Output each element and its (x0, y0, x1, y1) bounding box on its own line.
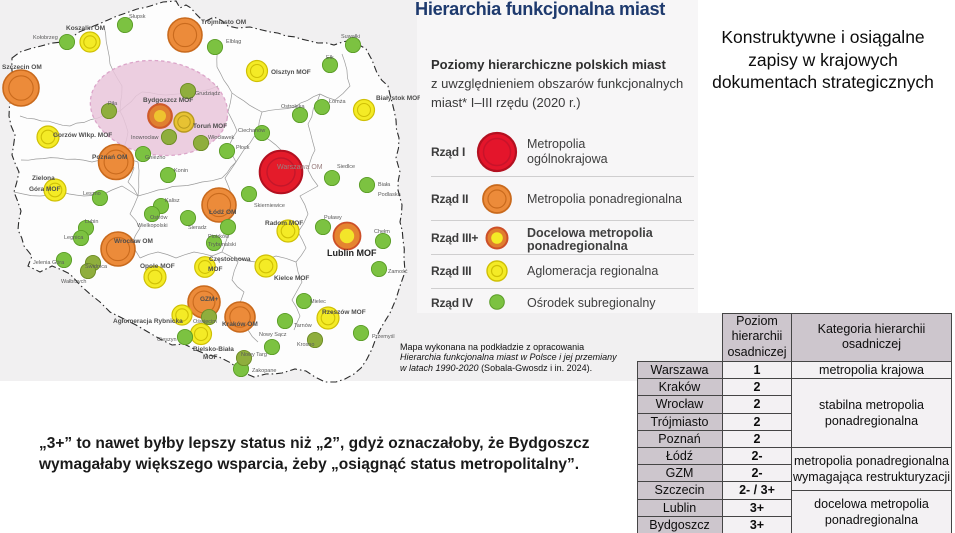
svg-text:Chełm: Chełm (374, 229, 390, 235)
svg-text:Koszalin OM: Koszalin OM (66, 25, 105, 32)
svg-text:Włocławek: Włocławek (208, 135, 235, 141)
svg-text:Opole MOF: Opole MOF (140, 263, 175, 270)
svg-text:Łódź OM: Łódź OM (209, 209, 236, 216)
svg-text:Ełk: Ełk (326, 55, 334, 61)
svg-text:Toruń MOF: Toruń MOF (193, 123, 227, 130)
svg-text:Puławy: Puławy (324, 215, 342, 221)
svg-text:Piła: Piła (108, 101, 118, 107)
svg-text:Zamość: Zamość (388, 269, 408, 275)
svg-text:Przemyśl: Przemyśl (372, 334, 395, 340)
svg-text:Krosno: Krosno (297, 342, 314, 348)
svg-text:Kalisz: Kalisz (165, 198, 180, 204)
svg-text:Suwałki: Suwałki (341, 34, 360, 40)
svg-text:Nowy Sącz: Nowy Sącz (259, 332, 287, 338)
svg-text:Skierniewice: Skierniewice (254, 203, 285, 209)
svg-text:Gorzów Wlkp. MOF: Gorzów Wlkp. MOF (53, 132, 112, 139)
svg-text:Lubin: Lubin (85, 219, 98, 225)
svg-text:Jelenia Góra: Jelenia Góra (33, 260, 65, 266)
svg-text:Leszno: Leszno (83, 191, 101, 197)
svg-text:Elbląg: Elbląg (226, 39, 241, 45)
svg-text:Podlaska: Podlaska (378, 192, 402, 198)
svg-text:Trybunalski: Trybunalski (208, 242, 236, 248)
svg-text:Bydgoszcz MOF: Bydgoszcz MOF (143, 97, 193, 104)
svg-text:Słupsk: Słupsk (129, 14, 146, 20)
svg-text:GZM+: GZM+ (200, 296, 218, 303)
svg-text:Nowy Targ: Nowy Targ (241, 352, 267, 358)
svg-text:Łomża: Łomża (329, 99, 346, 105)
svg-text:Cieszyn: Cieszyn (157, 337, 177, 343)
svg-text:Legnica: Legnica (64, 235, 84, 241)
svg-text:Gniezno: Gniezno (145, 155, 166, 161)
svg-text:Mielec: Mielec (310, 299, 326, 305)
svg-text:Kołobrzeg: Kołobrzeg (33, 35, 58, 41)
svg-text:Płock: Płock (236, 145, 250, 151)
svg-text:Białystok MOF: Białystok MOF (376, 95, 420, 102)
svg-text:Wielkopolski: Wielkopolski (137, 223, 168, 229)
svg-text:Wałbrzych: Wałbrzych (61, 279, 86, 285)
svg-text:Siedlce: Siedlce (337, 164, 355, 170)
svg-text:Grudziądz: Grudziądz (195, 91, 220, 97)
svg-text:Oświęcim: Oświęcim (193, 319, 217, 325)
svg-text:Bielsko-Biała: Bielsko-Biała (193, 346, 234, 353)
svg-text:Góra MOF: Góra MOF (29, 186, 60, 193)
svg-text:Kraków OM: Kraków OM (222, 321, 258, 328)
svg-text:Warszawa OM: Warszawa OM (277, 164, 323, 171)
svg-text:Ostrołęka: Ostrołęka (281, 104, 305, 110)
svg-text:Rzeszów MOF: Rzeszów MOF (322, 309, 366, 316)
svg-text:Zakopane: Zakopane (252, 368, 276, 374)
svg-text:Lublin MOF: Lublin MOF (327, 248, 377, 258)
svg-text:Ciechanów: Ciechanów (238, 128, 265, 134)
svg-text:Zielona: Zielona (32, 175, 55, 182)
svg-text:Inowrocław: Inowrocław (131, 135, 159, 141)
svg-text:Konin: Konin (174, 168, 188, 174)
svg-text:Wrocław OM: Wrocław OM (114, 238, 153, 245)
svg-text:Trójmiasto OM: Trójmiasto OM (201, 19, 246, 26)
svg-text:Ostrów: Ostrów (150, 215, 167, 221)
svg-text:Sieradz: Sieradz (188, 225, 207, 231)
svg-text:Olsztyn MOF: Olsztyn MOF (271, 69, 311, 76)
svg-text:MOF: MOF (208, 266, 222, 273)
svg-text:Poznań OM: Poznań OM (92, 154, 127, 161)
svg-text:Szczecin OM: Szczecin OM (2, 64, 42, 71)
svg-text:Świdnica: Świdnica (85, 262, 108, 270)
svg-text:MOF: MOF (203, 354, 217, 361)
svg-text:Radom MOF: Radom MOF (265, 220, 303, 227)
svg-text:Biała: Biała (378, 182, 391, 188)
svg-text:Tarnów: Tarnów (294, 323, 312, 329)
svg-text:Częstochowa: Częstochowa (209, 256, 251, 263)
svg-text:Piotrków: Piotrków (208, 234, 229, 240)
svg-text:Aglomeracja Rybnicka: Aglomeracja Rybnicka (113, 318, 183, 325)
svg-text:Kielce MOF: Kielce MOF (274, 275, 309, 282)
